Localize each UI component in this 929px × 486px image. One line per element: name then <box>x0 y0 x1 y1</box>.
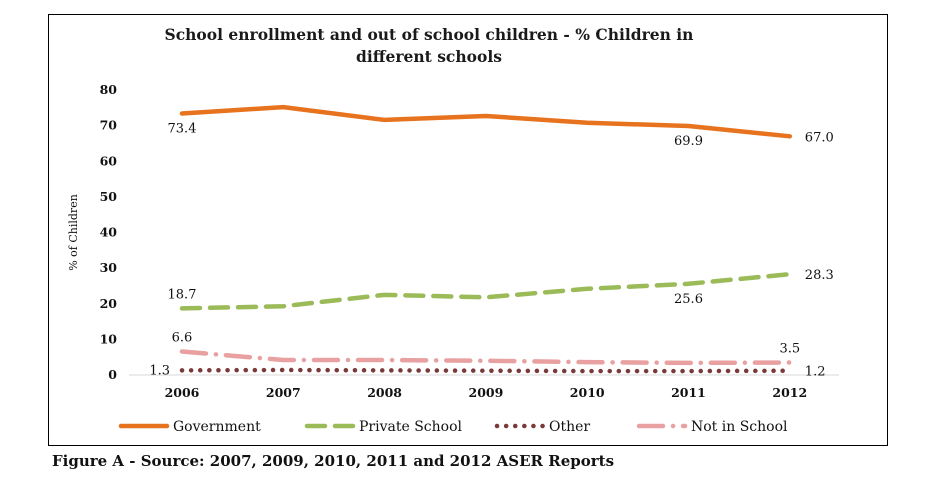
x-tick-label: 2010 <box>570 385 605 400</box>
legend-label-private-school: Private School <box>359 419 463 435</box>
y-tick-label: 70 <box>100 118 118 133</box>
x-tick-label: 2007 <box>266 385 301 400</box>
y-tick-label: 20 <box>100 296 118 311</box>
series-line-government <box>179 104 793 139</box>
data-label: 6.6 <box>172 330 193 345</box>
data-label: 18.7 <box>168 287 197 302</box>
y-axis-title: % of Children <box>67 194 80 271</box>
chart-title-line-2: different schools <box>356 47 502 66</box>
x-tick-label: 2012 <box>772 385 807 400</box>
data-label: 1.3 <box>149 363 170 378</box>
chart-title-line-1: School enrollment and out of school chil… <box>165 25 694 44</box>
data-label: 1.2 <box>805 365 826 380</box>
legend-label-not-in-school: Not in School <box>691 419 788 435</box>
y-tick-label: 0 <box>108 367 117 382</box>
y-tick-label: 80 <box>100 82 118 97</box>
figure-caption: Figure A - Source: 2007, 2009, 2010, 201… <box>52 452 615 470</box>
data-label: 69.9 <box>674 134 703 149</box>
legend-label-other: Other <box>549 419 590 435</box>
data-label: 73.4 <box>168 122 197 137</box>
x-tick-label: 2006 <box>165 385 200 400</box>
data-label: 28.3 <box>805 268 834 283</box>
chart-svg: School enrollment and out of school chil… <box>67 25 839 435</box>
y-tick-label: 50 <box>100 189 118 204</box>
x-tick-label: 2009 <box>469 385 504 400</box>
legend-label-government: Government <box>173 419 261 435</box>
x-tick-label: 2011 <box>671 385 706 400</box>
chart-frame: School enrollment and out of school chil… <box>48 14 888 446</box>
data-label: 25.6 <box>674 292 703 307</box>
y-tick-label: 30 <box>100 260 118 275</box>
y-tick-label: 40 <box>100 225 118 240</box>
y-tick-label: 10 <box>100 331 118 346</box>
series-line-not-in-school <box>179 349 793 366</box>
data-label: 3.5 <box>779 342 800 357</box>
y-tick-label: 60 <box>100 153 118 168</box>
series-line-private-school <box>179 271 793 311</box>
x-tick-label: 2008 <box>367 385 402 400</box>
data-label: 67.0 <box>805 130 834 145</box>
series-line-other <box>179 367 793 374</box>
